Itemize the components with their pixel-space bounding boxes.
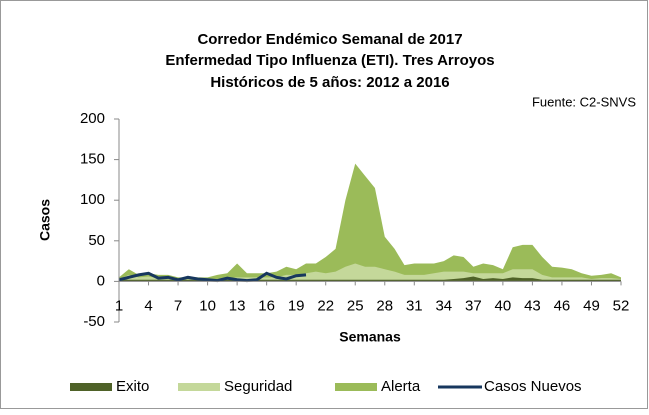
x-axis-title: Semanas xyxy=(339,329,401,345)
y-tick-label: -50 xyxy=(83,313,105,330)
x-tick-label: 46 xyxy=(554,297,571,314)
chart-title: Corredor Endémico Semanal de 2017 xyxy=(197,31,462,48)
legend-swatch xyxy=(178,383,220,391)
legend-swatch xyxy=(70,383,112,391)
source: Fuente: C2-SNVS xyxy=(532,94,636,109)
area xyxy=(119,263,621,282)
y-axis-title: Casos xyxy=(37,199,53,241)
legend-label: Casos Nuevos xyxy=(484,378,582,395)
x-tick-label: 10 xyxy=(199,297,216,314)
chart-subtitle: Históricos de 5 años: 2012 a 2016 xyxy=(210,74,449,91)
x-tick-label: 22 xyxy=(317,297,334,314)
x-tick-label: 31 xyxy=(406,297,423,314)
y-tick-label: 200 xyxy=(80,110,105,127)
x-tick-label: 52 xyxy=(613,297,630,314)
x-tick-label: 13 xyxy=(229,297,246,314)
x-tick-label: 1 xyxy=(115,297,123,314)
legend-swatch xyxy=(335,383,377,391)
x-tick-label: 4 xyxy=(144,297,152,314)
x-tick-label: 16 xyxy=(258,297,275,314)
line xyxy=(118,271,307,283)
x-tick-label: 7 xyxy=(174,297,182,314)
x-tick-label: 28 xyxy=(376,297,393,314)
x-tick-label: 25 xyxy=(347,297,364,314)
x-tick-label: 37 xyxy=(465,297,482,314)
legend-label: Alerta xyxy=(381,378,421,395)
x-tick-label: 43 xyxy=(524,297,541,314)
y-tick-label: 100 xyxy=(80,191,105,208)
x-tick-label: 40 xyxy=(495,297,512,314)
chart-subtitle: Enfermedad Tipo Influenza (ETI). Tres Ar… xyxy=(165,52,494,69)
y-tick-label: 150 xyxy=(80,151,105,168)
y-tick-label: 0 xyxy=(97,272,105,289)
x-tick-label: 34 xyxy=(435,297,452,314)
x-tick-label: 19 xyxy=(288,297,305,314)
legend-label: Exito xyxy=(116,378,149,395)
y-tick-label: 50 xyxy=(88,232,105,249)
x-tick-label: 49 xyxy=(583,297,600,314)
area xyxy=(119,163,621,282)
legend-label: Seguridad xyxy=(224,378,292,395)
